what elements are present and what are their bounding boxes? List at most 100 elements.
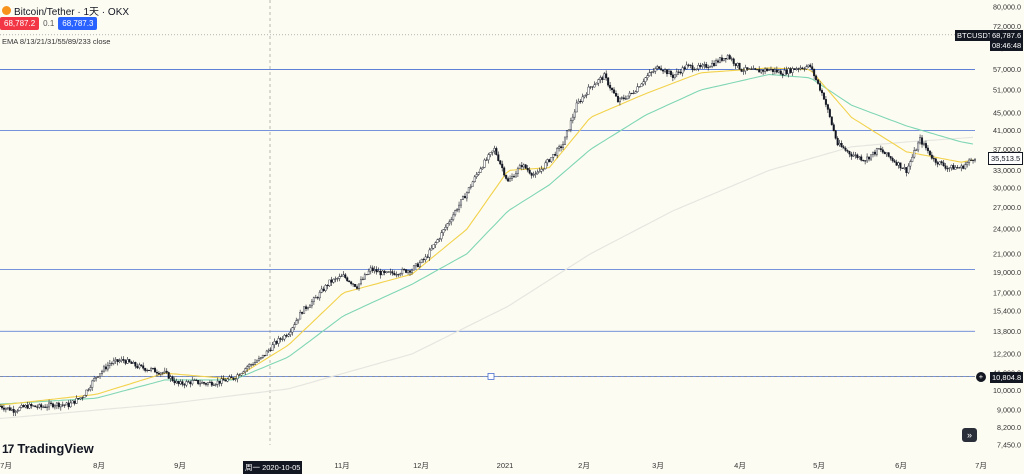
candle-body (405, 269, 408, 273)
candle (613, 87, 616, 94)
candle-body (102, 366, 105, 372)
price-tick-label: 45,000.0 (993, 109, 1021, 118)
scroll-to-realtime-button[interactable]: » (962, 428, 977, 442)
add-alert-icon[interactable]: + (976, 372, 986, 382)
candle (250, 363, 253, 368)
candle (458, 201, 461, 213)
candle-body (974, 159, 977, 161)
candle (656, 64, 659, 71)
candle (283, 334, 286, 342)
candle (159, 372, 162, 377)
candle-body (159, 372, 162, 375)
symbol-title[interactable]: Bitcoin/Tether · 1天 · OKX (2, 3, 129, 18)
candle (866, 153, 869, 163)
ema-lines (0, 67, 974, 420)
candle-body (862, 159, 865, 161)
candle (14, 409, 17, 417)
candle-body (526, 168, 529, 171)
candle-body (491, 150, 494, 153)
candle-body (363, 274, 366, 280)
candle (934, 158, 937, 166)
candle (662, 69, 665, 75)
candle (130, 360, 133, 364)
candle (297, 318, 300, 324)
buy-price-button[interactable]: 68,787.3 (58, 17, 98, 30)
candle (958, 166, 961, 169)
candle (73, 400, 76, 406)
candle (161, 371, 164, 376)
candle-body (811, 66, 814, 70)
candle-body (83, 395, 86, 398)
candle (522, 163, 525, 170)
candle (344, 273, 347, 280)
time-tick-label: 5月 (813, 461, 825, 470)
candle-body (563, 136, 566, 145)
candle-body (707, 67, 710, 69)
candle-body (871, 151, 874, 155)
candle-body (48, 402, 51, 408)
candle-body (799, 67, 802, 70)
candle (642, 78, 645, 86)
candle (212, 382, 215, 386)
candle-body (573, 111, 576, 118)
candle (485, 157, 488, 162)
indicator-legend[interactable]: EMA 8/13/21/31/55/89/233 close (2, 37, 111, 46)
candle-body (603, 73, 606, 80)
candle-body (163, 370, 166, 373)
candle-body (399, 273, 402, 276)
candle (683, 65, 686, 72)
candle-body (830, 116, 833, 125)
candle (93, 375, 96, 382)
candle (454, 209, 457, 217)
candle-body (787, 68, 790, 75)
candle (152, 367, 155, 371)
candle (532, 171, 535, 178)
candle (295, 317, 298, 326)
candle-body (895, 161, 898, 166)
candle (648, 69, 651, 77)
candle (905, 167, 908, 177)
candle (748, 68, 751, 70)
candlesticks (0, 53, 977, 417)
candle (681, 65, 684, 77)
candle (505, 174, 508, 181)
candle-body (199, 383, 202, 385)
candle (26, 401, 29, 410)
candle-body (110, 363, 113, 365)
candle (777, 69, 780, 74)
candle-body (909, 161, 912, 167)
candle (562, 141, 565, 150)
candle (507, 176, 510, 182)
candle-body (320, 288, 323, 293)
candle (842, 144, 845, 149)
candle-body (295, 320, 298, 325)
candle-body (728, 55, 731, 60)
candle (50, 400, 53, 406)
candle-body (436, 239, 439, 243)
candle (265, 349, 268, 356)
candle-body (856, 154, 859, 158)
candle (203, 381, 206, 386)
candle-body (781, 74, 784, 76)
candle (316, 296, 319, 300)
candle-body (454, 210, 457, 216)
candle-body (644, 77, 647, 82)
candle (552, 153, 555, 161)
candle-body (428, 249, 431, 258)
candle-body (77, 398, 80, 400)
candle (913, 146, 916, 159)
candle-body (597, 79, 600, 84)
candle (948, 167, 951, 172)
candle-body (265, 350, 268, 356)
candle (67, 400, 70, 410)
candle (291, 326, 294, 336)
candle-body (0, 405, 2, 407)
candle (752, 65, 755, 70)
candle (899, 162, 902, 171)
sell-price-button[interactable]: 68,787.2 (0, 17, 40, 30)
candle (652, 67, 655, 74)
candle (452, 211, 455, 222)
candle-body (903, 167, 906, 169)
tradingview-logo[interactable]: 17 TradingView (2, 441, 94, 456)
